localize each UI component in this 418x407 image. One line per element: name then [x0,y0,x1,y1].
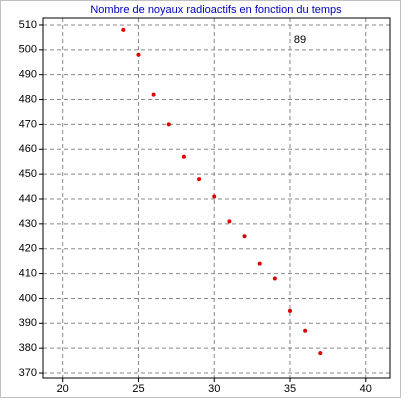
y-tick-label: 410 [19,267,37,279]
point [166,122,171,127]
point [121,27,126,32]
point [227,219,232,224]
point [197,177,202,182]
point [136,52,141,57]
y-tick-label: 380 [19,342,37,354]
y-tick-label: 450 [19,168,37,180]
point [318,351,323,356]
y-tick-label: 420 [19,243,37,255]
y-tick-label: 470 [19,118,37,130]
y-tick-label: 490 [19,69,37,81]
x-tick-label: 40 [360,383,372,395]
point [287,308,292,313]
point [272,276,277,281]
point [242,234,247,239]
y-tick-label: 370 [19,367,37,379]
y-tick-label: 480 [19,93,37,105]
y-tick-label: 430 [19,218,37,230]
point [212,194,217,199]
x-tick-label: 20 [57,383,69,395]
y-tick-label: 460 [19,143,37,155]
y-tick-label: 400 [19,292,37,304]
y-tick-label: 390 [19,317,37,329]
y-tick-label: 440 [19,193,37,205]
point [257,261,262,266]
annotation: 89 [294,34,306,46]
y-tick-label: 510 [19,19,37,31]
x-tick-label: 25 [132,383,144,395]
point [181,154,186,159]
x-tick-label: 35 [284,383,296,395]
y-tick-label: 500 [19,44,37,56]
point [303,328,308,333]
x-tick-label: 30 [208,383,220,395]
point [151,92,156,97]
chart-title: Nombre de noyaux radioactifs en fonction… [90,4,342,16]
plot-area [42,17,391,379]
